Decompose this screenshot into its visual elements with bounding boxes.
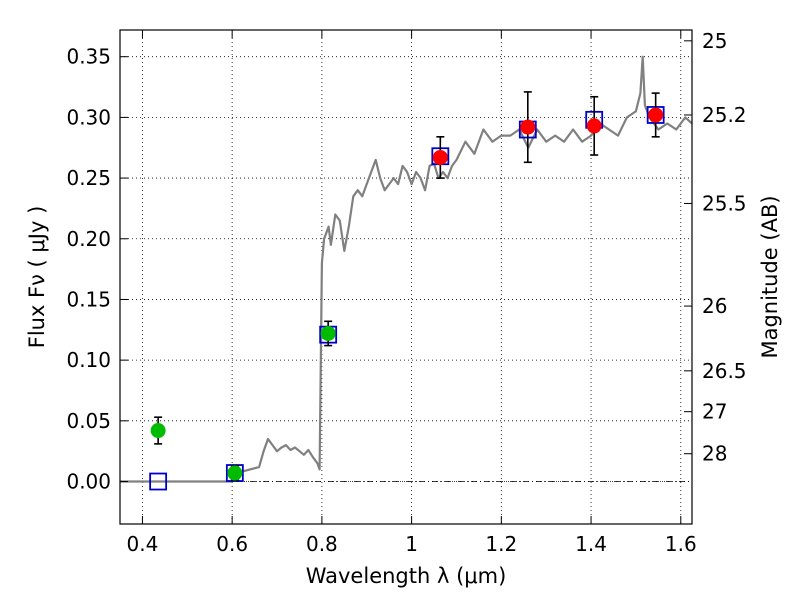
photometry-point (150, 423, 166, 439)
y2-axis-label: Magnitude (AB) (758, 195, 782, 358)
mag-tick-label: 25 (702, 29, 727, 53)
x-tick-label: 1.6 (665, 532, 697, 556)
mag-tick-label: 25.2 (702, 103, 747, 127)
plot-area (120, 55, 693, 491)
mag-tick-label: 26.5 (702, 359, 747, 383)
y-tick-label: 0.00 (66, 470, 111, 494)
x-tick-label: 0.8 (306, 532, 338, 556)
y-tick-label: 0.20 (66, 227, 111, 251)
y-tick-label: 0.15 (66, 287, 111, 311)
x-tick-label: 1 (405, 532, 418, 556)
photometry-point (520, 119, 536, 135)
x-tick-label: 0.6 (216, 532, 248, 556)
y-tick-label: 0.30 (66, 105, 111, 129)
tick-labels: 0.4 0.6 0.8 1 1.2 1.4 1.6 0.00 0.05 0.10 0.15 0.20 0… (66, 29, 746, 556)
mag-tick-label: 28 (702, 442, 727, 466)
y-axis-label: Flux Fν ( μJy ) (25, 206, 49, 349)
photometry-point (648, 107, 664, 123)
photometry-point (586, 118, 602, 134)
y-tick-label: 0.35 (66, 45, 111, 69)
ticks (120, 30, 692, 524)
photometry-point (227, 465, 243, 481)
y-tick-label: 0.25 (66, 166, 111, 190)
mag-tick-label: 27 (702, 400, 727, 424)
grid (120, 30, 692, 524)
x-tick-label: 0.4 (127, 532, 159, 556)
photometry-point (432, 149, 448, 165)
x-tick-label: 1.4 (575, 532, 607, 556)
mag-tick-label: 26 (702, 294, 727, 318)
y-tick-label: 0.05 (66, 409, 111, 433)
model-flux-square (149, 472, 168, 491)
mag-tick-label: 25.5 (702, 191, 747, 215)
x-tick-label: 1.2 (485, 532, 517, 556)
photometry-point (320, 325, 336, 341)
x-axis-label: Wavelength λ (μm) (306, 564, 507, 588)
y-tick-label: 0.10 (66, 348, 111, 372)
axes-frame (119, 29, 693, 525)
